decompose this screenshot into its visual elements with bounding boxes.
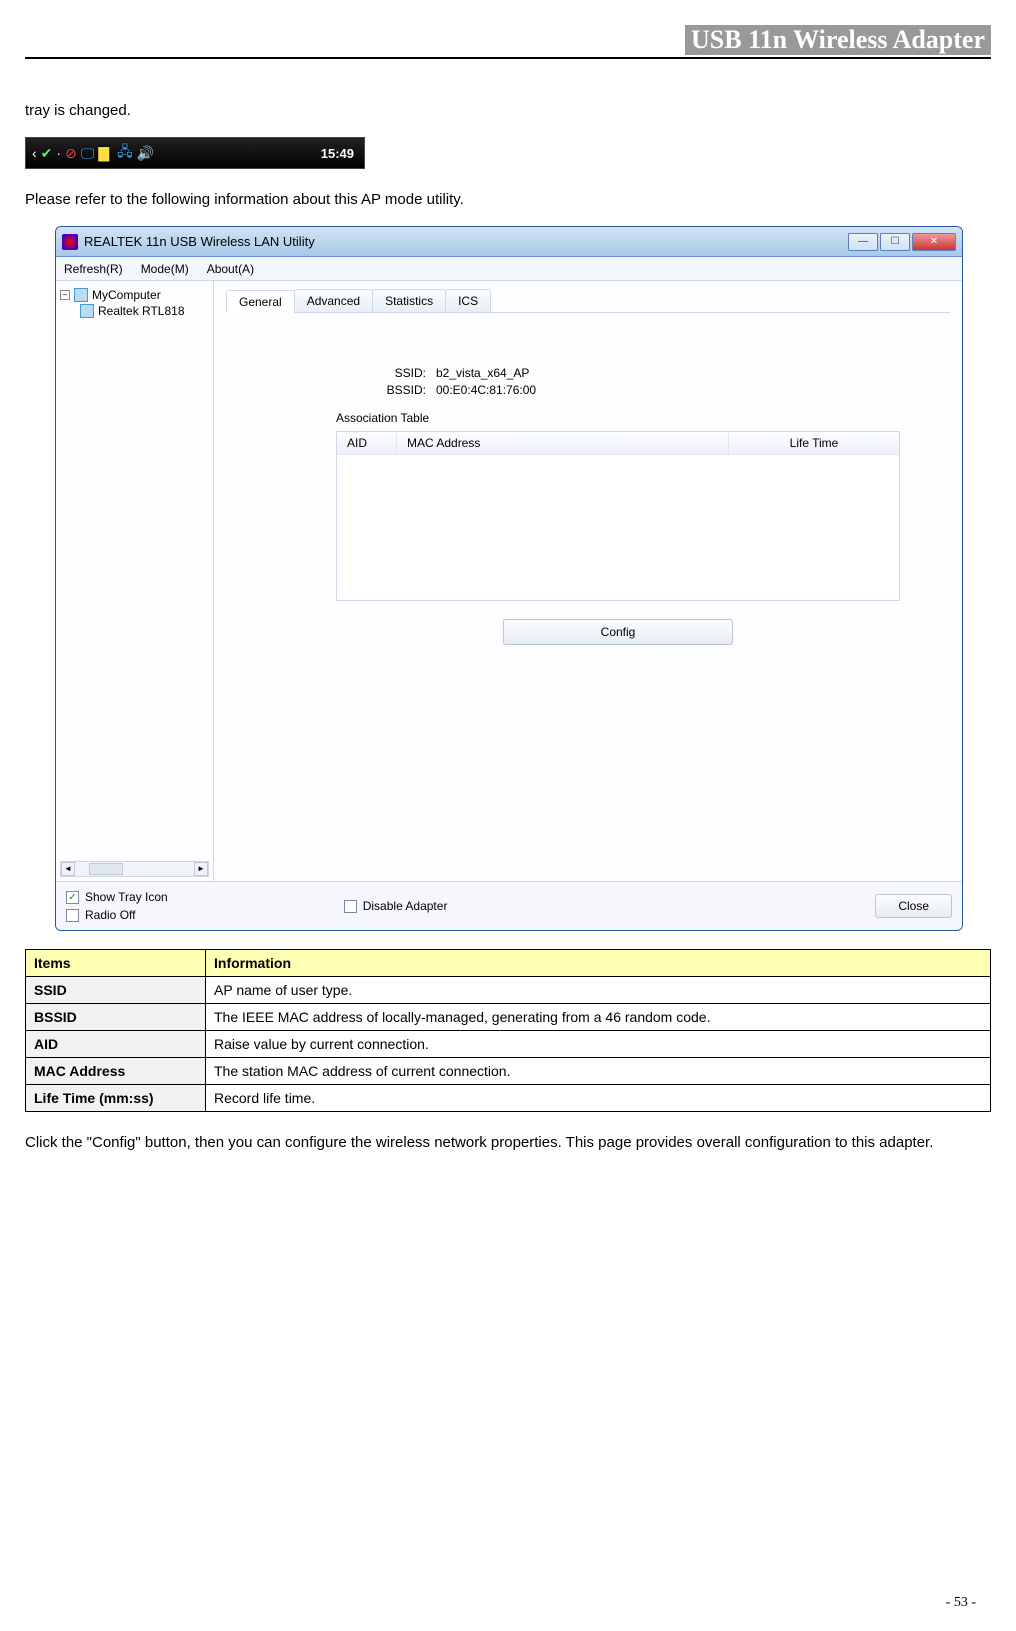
info-table-header-information: Information (206, 950, 991, 977)
config-button[interactable]: Config (503, 619, 733, 645)
document-title: USB 11n Wireless Adapter (685, 25, 991, 55)
checkbox-disable-adapter[interactable]: Disable Adapter (344, 899, 448, 913)
info-table-header-items: Items (26, 950, 206, 977)
cell-info: The station MAC address of current conne… (206, 1058, 991, 1085)
menu-mode[interactable]: Mode(M) (141, 262, 189, 276)
checkbox-radio-off-label: Radio Off (85, 908, 135, 922)
info-table: Items Information SSIDAP name of user ty… (25, 949, 991, 1112)
association-table-header: AID MAC Address Life Time (337, 432, 899, 455)
tab-statistics[interactable]: Statistics (372, 289, 446, 312)
tab-ics[interactable]: ICS (445, 289, 491, 312)
adapter-icon (80, 304, 94, 318)
window-title: REALTEK 11n USB Wireless LAN Utility (84, 234, 846, 249)
paragraph-tray: tray is changed. (25, 94, 991, 127)
tab-general-body: SSID: b2_vista_x64_AP BSSID: 00:E0:4C:81… (226, 313, 950, 645)
tab-strip: General Advanced Statistics ICS (226, 289, 950, 313)
app-icon (62, 234, 78, 250)
checkbox-show-tray-box[interactable]: ✓ (66, 891, 79, 904)
computer-icon (74, 288, 88, 302)
maximize-button[interactable]: ☐ (880, 233, 910, 251)
tab-general[interactable]: General (226, 290, 295, 313)
assoc-group-label: Association Table (336, 411, 900, 425)
close-button[interactable]: Close (875, 894, 952, 918)
table-row: MAC AddressThe station MAC address of cu… (26, 1058, 991, 1085)
titlebar: REALTEK 11n USB Wireless LAN Utility — ☐… (56, 227, 962, 257)
table-row: BSSIDThe IEEE MAC address of locally-man… (26, 1004, 991, 1031)
table-row: Life Time (mm:ss)Record life time. (26, 1085, 991, 1112)
checkbox-disable-adapter-box[interactable] (344, 900, 357, 913)
scroll-thumb[interactable] (89, 863, 123, 875)
document-header: USB 11n Wireless Adapter (25, 25, 991, 59)
tab-advanced[interactable]: Advanced (294, 289, 373, 312)
shield-icon: ✔ (41, 145, 53, 162)
checkbox-radio-off-box[interactable] (66, 909, 79, 922)
bssid-value: 00:E0:4C:81:76:00 (436, 383, 536, 397)
systray-screenshot: ‹ ✔ · ⊘ 🖵 ▇ 🖧 🔊 15:49 (25, 137, 365, 169)
cell-item: Life Time (mm:ss) (26, 1085, 206, 1112)
tree-root-row[interactable]: – MyComputer (60, 287, 209, 303)
network-icon: 🖧 (117, 141, 133, 165)
tree-pane: – MyComputer Realtek RTL818 ◄ ► (56, 281, 214, 881)
cell-info: AP name of user type. (206, 977, 991, 1004)
checkbox-radio-off[interactable]: Radio Off (66, 908, 168, 922)
cell-info: The IEEE MAC address of locally-managed,… (206, 1004, 991, 1031)
table-row: SSIDAP name of user type. (26, 977, 991, 1004)
ssid-label: SSID: (336, 366, 436, 380)
cell-item: MAC Address (26, 1058, 206, 1085)
cell-info: Record life time. (206, 1085, 991, 1112)
content-pane: General Advanced Statistics ICS SSID: b2… (214, 281, 962, 881)
tree-root-label: MyComputer (92, 288, 161, 302)
table-row: AIDRaise value by current connection. (26, 1031, 991, 1058)
block-icon: ⊘ (65, 145, 77, 162)
menu-about[interactable]: About(A) (207, 262, 254, 276)
checkbox-show-tray-label: Show Tray Icon (85, 890, 168, 904)
tree-child-row[interactable]: Realtek RTL818 (60, 303, 209, 319)
paragraph-config: Click the "Config" button, then you can … (25, 1126, 991, 1159)
cell-info: Raise value by current connection. (206, 1031, 991, 1058)
app-footer: ✓ Show Tray Icon Radio Off Disable Adapt… (56, 881, 962, 930)
checkbox-show-tray[interactable]: ✓ Show Tray Icon (66, 890, 168, 904)
scroll-left-icon[interactable]: ◄ (61, 862, 75, 876)
paragraph-refer: Please refer to the following informatio… (25, 183, 991, 216)
systray-time: 15:49 (317, 146, 358, 161)
tree-child-label: Realtek RTL818 (98, 304, 185, 318)
bssid-label: BSSID: (336, 383, 436, 397)
col-aid[interactable]: AID (337, 432, 397, 454)
tree-expander-icon[interactable]: – (60, 290, 70, 300)
menubar: Refresh(R) Mode(M) About(A) (56, 257, 962, 281)
menu-refresh[interactable]: Refresh(R) (64, 262, 123, 276)
app-window: REALTEK 11n USB Wireless LAN Utility — ☐… (55, 226, 963, 931)
monitor-icon: 🖵 (81, 145, 95, 162)
association-table: AID MAC Address Life Time (336, 431, 900, 601)
tree-scrollbar[interactable]: ◄ ► (60, 861, 209, 877)
cell-item: BSSID (26, 1004, 206, 1031)
warning-icon: ▇ (98, 145, 109, 162)
cell-item: SSID (26, 977, 206, 1004)
scroll-right-icon[interactable]: ► (194, 862, 208, 876)
page-number: - 53 - (946, 1595, 976, 1611)
checkbox-disable-adapter-label: Disable Adapter (363, 899, 448, 913)
dot-icon: · (56, 145, 61, 161)
col-mac[interactable]: MAC Address (397, 432, 729, 454)
close-window-button[interactable]: ✕ (912, 233, 956, 251)
col-life[interactable]: Life Time (729, 432, 899, 454)
volume-icon: 🔊 (137, 145, 154, 162)
minimize-button[interactable]: — (848, 233, 878, 251)
ssid-value: b2_vista_x64_AP (436, 366, 529, 380)
chevron-left-icon: ‹ (32, 145, 37, 161)
cell-item: AID (26, 1031, 206, 1058)
